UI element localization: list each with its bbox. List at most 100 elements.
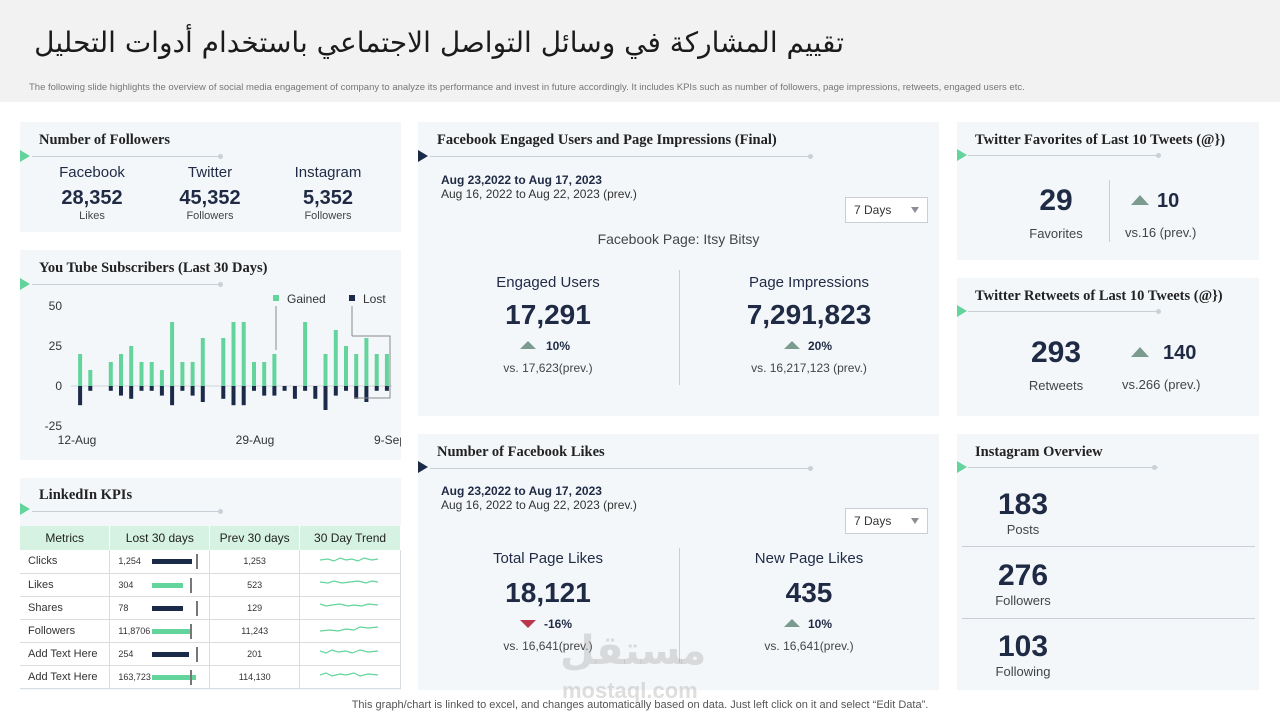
lost-cell: 163,723 bbox=[109, 665, 211, 689]
bar-lost bbox=[221, 386, 226, 399]
instagram-posts-value: 183 bbox=[997, 488, 1049, 521]
trend-cell bbox=[299, 573, 401, 597]
progress-bar bbox=[152, 582, 184, 588]
arrow-up-icon bbox=[784, 341, 800, 349]
lost-value: 163,723 bbox=[118, 671, 151, 682]
new-page-likes-block: New Page Likes 435 10% vs. 16,641(prev.) bbox=[709, 550, 909, 653]
lost-cell: 1,254 bbox=[109, 550, 211, 574]
watermark-url: mostaql.com bbox=[562, 678, 698, 703]
bar-gained bbox=[303, 322, 308, 386]
prev-cell: 114,130 bbox=[209, 665, 301, 689]
fb-likes-date-current: Aug 23,2022 to Aug 17, 2023 bbox=[441, 484, 602, 498]
bar-lost bbox=[303, 386, 308, 391]
chevron-down-icon bbox=[911, 518, 919, 524]
bar-gained bbox=[364, 338, 369, 386]
bar-gained bbox=[323, 354, 328, 386]
metric-cell: Shares bbox=[20, 596, 111, 620]
table-row: Clicks 1,254 1,253 bbox=[20, 550, 401, 574]
metric-cell: Followers bbox=[20, 619, 111, 643]
fb-engaged-date-current: Aug 23,2022 to Aug 17, 2023 bbox=[441, 173, 602, 187]
progress-bar bbox=[152, 559, 193, 564]
bar-gained bbox=[149, 362, 154, 386]
followers-facebook-unit: Likes bbox=[79, 210, 105, 222]
prev-cell: 129 bbox=[209, 596, 301, 620]
arrow-up-icon bbox=[520, 341, 536, 349]
bar-lost bbox=[313, 386, 318, 399]
instagram-followers: 276 Followers bbox=[973, 559, 1073, 608]
table-row: Likes 304 523 bbox=[20, 573, 401, 597]
twitter-retweets-change: 140 bbox=[1163, 342, 1197, 364]
total-page-likes-change: -16% bbox=[448, 617, 648, 631]
panel-marker-icon bbox=[418, 461, 428, 473]
fb-engaged-panel bbox=[418, 122, 939, 416]
followers-instagram-name: Instagram bbox=[294, 164, 362, 181]
arrow-up-icon bbox=[1131, 195, 1149, 205]
instagram-panel bbox=[957, 434, 1259, 690]
twitter-favorites-label: Favorites bbox=[1029, 226, 1083, 241]
total-page-likes-value: 18,121 bbox=[505, 577, 591, 608]
linkedin-kpi-table: Metrics Lost 30 days Prev 30 days 30 Day… bbox=[20, 526, 401, 689]
bar-gained bbox=[139, 362, 144, 386]
bar-gained bbox=[333, 330, 338, 386]
y-tick-label: -25 bbox=[45, 419, 63, 433]
twitter-favorites-prev: vs.16 (prev.) bbox=[1125, 225, 1197, 240]
fb-likes-period-dropdown[interactable]: 7 Days bbox=[845, 508, 928, 534]
panel-marker-icon bbox=[20, 150, 30, 162]
engaged-users-value: 17,291 bbox=[505, 299, 591, 330]
followers-facebook-name: Facebook bbox=[59, 164, 125, 181]
bar-lost bbox=[344, 386, 348, 391]
fb-page-label: Facebook Page: Itsy Bitsy bbox=[597, 231, 760, 247]
bar-lost bbox=[159, 386, 164, 396]
progress-bar bbox=[152, 674, 197, 680]
bar-gained bbox=[374, 354, 379, 386]
bar-lost bbox=[78, 386, 83, 406]
trend-cell bbox=[299, 619, 401, 643]
lost-value: 1,254 bbox=[118, 556, 141, 567]
prev-cell: 1,253 bbox=[209, 550, 301, 574]
arrow-up-icon bbox=[1131, 347, 1149, 357]
lost-value: 78 bbox=[118, 602, 129, 613]
followers-twitter-name: Twitter bbox=[187, 164, 233, 181]
dropdown-value: 7 Days bbox=[854, 514, 892, 528]
table-header: Metrics bbox=[20, 526, 111, 550]
target-marker bbox=[190, 577, 193, 593]
sparkline bbox=[319, 557, 379, 562]
followers-instagram-value: 5,352 bbox=[302, 187, 354, 209]
followers-instagram-unit: Followers bbox=[304, 210, 352, 222]
bar-gained bbox=[129, 346, 134, 386]
bar-lost bbox=[384, 386, 389, 391]
bar-gained bbox=[200, 338, 205, 386]
bar-lost bbox=[374, 386, 379, 391]
legend-gained-label: Gained bbox=[287, 292, 326, 306]
followers-panel bbox=[20, 122, 401, 232]
panel-marker-icon bbox=[418, 150, 428, 162]
bar-gained bbox=[119, 354, 123, 386]
bar-gained bbox=[252, 362, 256, 386]
fb-engaged-period-dropdown[interactable]: 7 Days bbox=[845, 197, 928, 223]
lost-value: 11,8706 bbox=[118, 625, 151, 636]
trend-cell bbox=[299, 550, 401, 574]
bar-gained bbox=[231, 322, 236, 386]
total-page-likes-label: Total Page Likes bbox=[492, 550, 604, 567]
bar-gained bbox=[108, 362, 113, 386]
lost-value: 304 bbox=[118, 579, 134, 590]
table-header: Prev 30 days bbox=[209, 526, 301, 550]
table-header: Lost 30 days bbox=[109, 526, 211, 550]
twitter-retweets-prev: vs.266 (prev.) bbox=[1122, 377, 1201, 392]
bar-lost bbox=[323, 386, 328, 410]
bar-lost bbox=[282, 386, 287, 391]
table-row: Add Text Here 254 201 bbox=[20, 642, 401, 666]
sparkline bbox=[319, 626, 379, 632]
bar-lost bbox=[200, 386, 205, 402]
progress-bar bbox=[152, 628, 193, 634]
dropdown-value: 7 Days bbox=[854, 203, 892, 217]
target-marker bbox=[190, 623, 193, 639]
bar-lost bbox=[108, 386, 113, 391]
progress-bar bbox=[152, 651, 190, 657]
lost-cell: 254 bbox=[109, 642, 211, 666]
page-subtitle: The following slide highlights the overv… bbox=[29, 82, 1025, 93]
instagram-title: Instagram Overview bbox=[975, 444, 1103, 460]
header-band bbox=[0, 0, 1280, 102]
new-page-likes-prev: vs. 16,641(prev.) bbox=[764, 639, 854, 653]
